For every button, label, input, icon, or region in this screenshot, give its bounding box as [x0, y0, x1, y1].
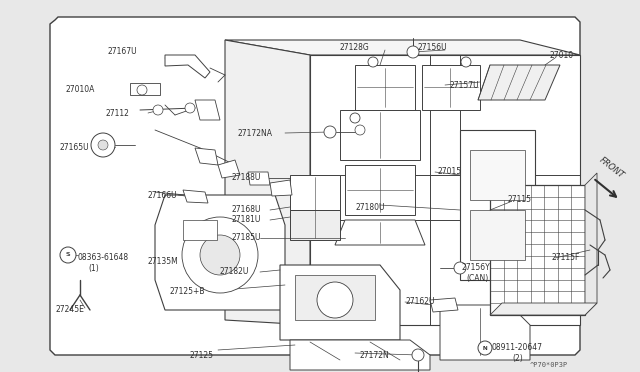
- Polygon shape: [355, 65, 415, 110]
- Text: 08911-20647: 08911-20647: [492, 343, 543, 353]
- Polygon shape: [155, 195, 285, 310]
- Circle shape: [350, 113, 360, 123]
- Text: 27156U: 27156U: [418, 44, 447, 52]
- Text: N: N: [483, 346, 488, 350]
- Text: 27157U: 27157U: [450, 80, 479, 90]
- Polygon shape: [478, 65, 560, 100]
- Text: 27112: 27112: [105, 109, 129, 118]
- Text: 27180U: 27180U: [355, 202, 385, 212]
- Polygon shape: [310, 55, 580, 325]
- Polygon shape: [430, 298, 458, 312]
- Text: FRONT: FRONT: [598, 155, 626, 180]
- Polygon shape: [165, 55, 210, 78]
- Text: 08363-61648: 08363-61648: [78, 253, 129, 263]
- Text: 27156Y: 27156Y: [462, 263, 491, 273]
- Circle shape: [91, 133, 115, 157]
- Text: 27125+B: 27125+B: [170, 288, 205, 296]
- Circle shape: [182, 217, 258, 293]
- Text: (CAN): (CAN): [466, 273, 488, 282]
- Polygon shape: [195, 100, 220, 120]
- Polygon shape: [50, 17, 580, 355]
- Polygon shape: [225, 40, 580, 55]
- Circle shape: [368, 57, 378, 67]
- Text: 27181U: 27181U: [232, 215, 261, 224]
- Polygon shape: [280, 265, 400, 340]
- Text: 27015: 27015: [438, 167, 462, 176]
- Circle shape: [461, 57, 471, 67]
- Text: 27188U: 27188U: [232, 173, 261, 183]
- Circle shape: [454, 262, 466, 274]
- Text: 27245E: 27245E: [55, 305, 84, 314]
- Polygon shape: [290, 210, 340, 240]
- Text: 27010: 27010: [550, 51, 574, 60]
- Polygon shape: [490, 303, 597, 315]
- Text: 27165U: 27165U: [60, 142, 90, 151]
- Circle shape: [98, 140, 108, 150]
- Circle shape: [153, 105, 163, 115]
- Bar: [130, 83, 160, 95]
- Text: 27167U: 27167U: [108, 48, 138, 57]
- Circle shape: [317, 282, 353, 318]
- Polygon shape: [248, 172, 270, 185]
- Text: ^P70*0P3P: ^P70*0P3P: [530, 362, 568, 368]
- Text: 27166U: 27166U: [148, 190, 178, 199]
- Polygon shape: [585, 173, 597, 315]
- Polygon shape: [340, 110, 420, 160]
- Text: S: S: [66, 253, 70, 257]
- Polygon shape: [295, 275, 375, 320]
- Polygon shape: [470, 150, 525, 200]
- Circle shape: [355, 125, 365, 135]
- Polygon shape: [270, 180, 292, 196]
- Bar: [183, 220, 217, 240]
- Polygon shape: [195, 148, 218, 165]
- Text: 27135M: 27135M: [148, 257, 179, 266]
- Text: 27115F: 27115F: [552, 253, 580, 263]
- Text: 27185U: 27185U: [232, 234, 262, 243]
- Circle shape: [60, 247, 76, 263]
- Circle shape: [185, 103, 195, 113]
- Polygon shape: [440, 305, 530, 360]
- Circle shape: [478, 341, 492, 355]
- Polygon shape: [225, 40, 310, 325]
- Text: 27162U: 27162U: [405, 298, 435, 307]
- Text: 27182U: 27182U: [220, 267, 250, 276]
- Polygon shape: [218, 160, 240, 178]
- Text: N: N: [483, 346, 488, 350]
- Text: (1): (1): [88, 263, 99, 273]
- Text: 27172N: 27172N: [360, 350, 390, 359]
- Text: 27115: 27115: [508, 196, 532, 205]
- Circle shape: [407, 46, 419, 58]
- Text: 27125: 27125: [190, 350, 214, 359]
- Polygon shape: [345, 165, 415, 215]
- Text: 27128G: 27128G: [340, 44, 370, 52]
- Polygon shape: [470, 210, 525, 260]
- Text: 27010A: 27010A: [65, 86, 94, 94]
- Polygon shape: [422, 65, 480, 110]
- Polygon shape: [335, 220, 425, 245]
- Text: (2): (2): [512, 353, 523, 362]
- Circle shape: [412, 349, 424, 361]
- Polygon shape: [290, 175, 340, 210]
- Text: 27168U: 27168U: [232, 205, 262, 215]
- Circle shape: [324, 126, 336, 138]
- Text: 27172NA: 27172NA: [238, 128, 273, 138]
- Text: S: S: [67, 253, 70, 257]
- Polygon shape: [290, 340, 430, 370]
- Circle shape: [137, 85, 147, 95]
- Polygon shape: [183, 190, 208, 203]
- Bar: [490, 185, 585, 315]
- Polygon shape: [460, 130, 535, 280]
- Circle shape: [200, 235, 240, 275]
